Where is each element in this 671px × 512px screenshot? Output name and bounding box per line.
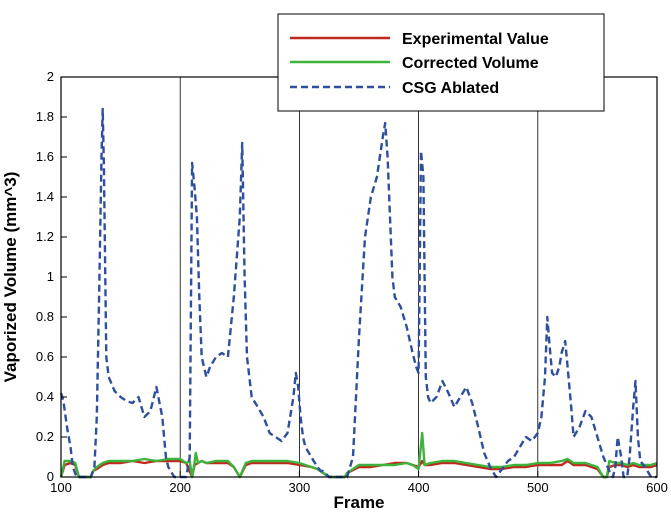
y-tick-label: 0.2 xyxy=(36,429,54,444)
x-tick-label: 500 xyxy=(527,480,549,495)
x-tick-label: 200 xyxy=(169,480,191,495)
y-axis-title: Vaporized Volume (mm^3) xyxy=(1,172,20,383)
y-tick-label: 0.6 xyxy=(36,349,54,364)
legend-label-experimental: Experimental Value xyxy=(402,31,549,48)
y-tick-label: 1.6 xyxy=(36,149,54,164)
x-tick-label: 100 xyxy=(50,480,72,495)
legend: Experimental Value Corrected Volume CSG … xyxy=(277,13,605,112)
x-tick-label: 600 xyxy=(646,480,668,495)
y-tick-label: 0 xyxy=(47,469,54,484)
y-tick-label: 0.8 xyxy=(36,309,54,324)
x-axis-title: Frame xyxy=(333,493,384,512)
y-tick-label: 1.8 xyxy=(36,109,54,124)
x-tick-label: 300 xyxy=(289,480,311,495)
legend-label-csg-ablated: CSG Ablated xyxy=(402,80,499,97)
y-tick-label: 2 xyxy=(47,69,54,84)
series-line-corrected-volume xyxy=(59,431,658,479)
series-line-csg-ablated xyxy=(59,107,657,479)
plot-area-frame xyxy=(60,76,658,478)
axis-ticks: 100 200 300 400 500 600 0 0.2 0.4 0.6 0.8 1 1.2 1.4 1.… xyxy=(36,69,668,495)
y-tick-label: 1.2 xyxy=(36,229,54,244)
y-tick-label: 1 xyxy=(47,269,54,284)
legend-label-corrected: Corrected Volume xyxy=(402,55,539,72)
grid-lines xyxy=(179,77,539,477)
x-tick-label: 400 xyxy=(408,480,430,495)
series-layer xyxy=(59,107,658,479)
series-line-experimental-value xyxy=(59,459,658,479)
y-tick-label: 1.4 xyxy=(36,189,54,204)
y-tick-label: 0.4 xyxy=(36,389,54,404)
